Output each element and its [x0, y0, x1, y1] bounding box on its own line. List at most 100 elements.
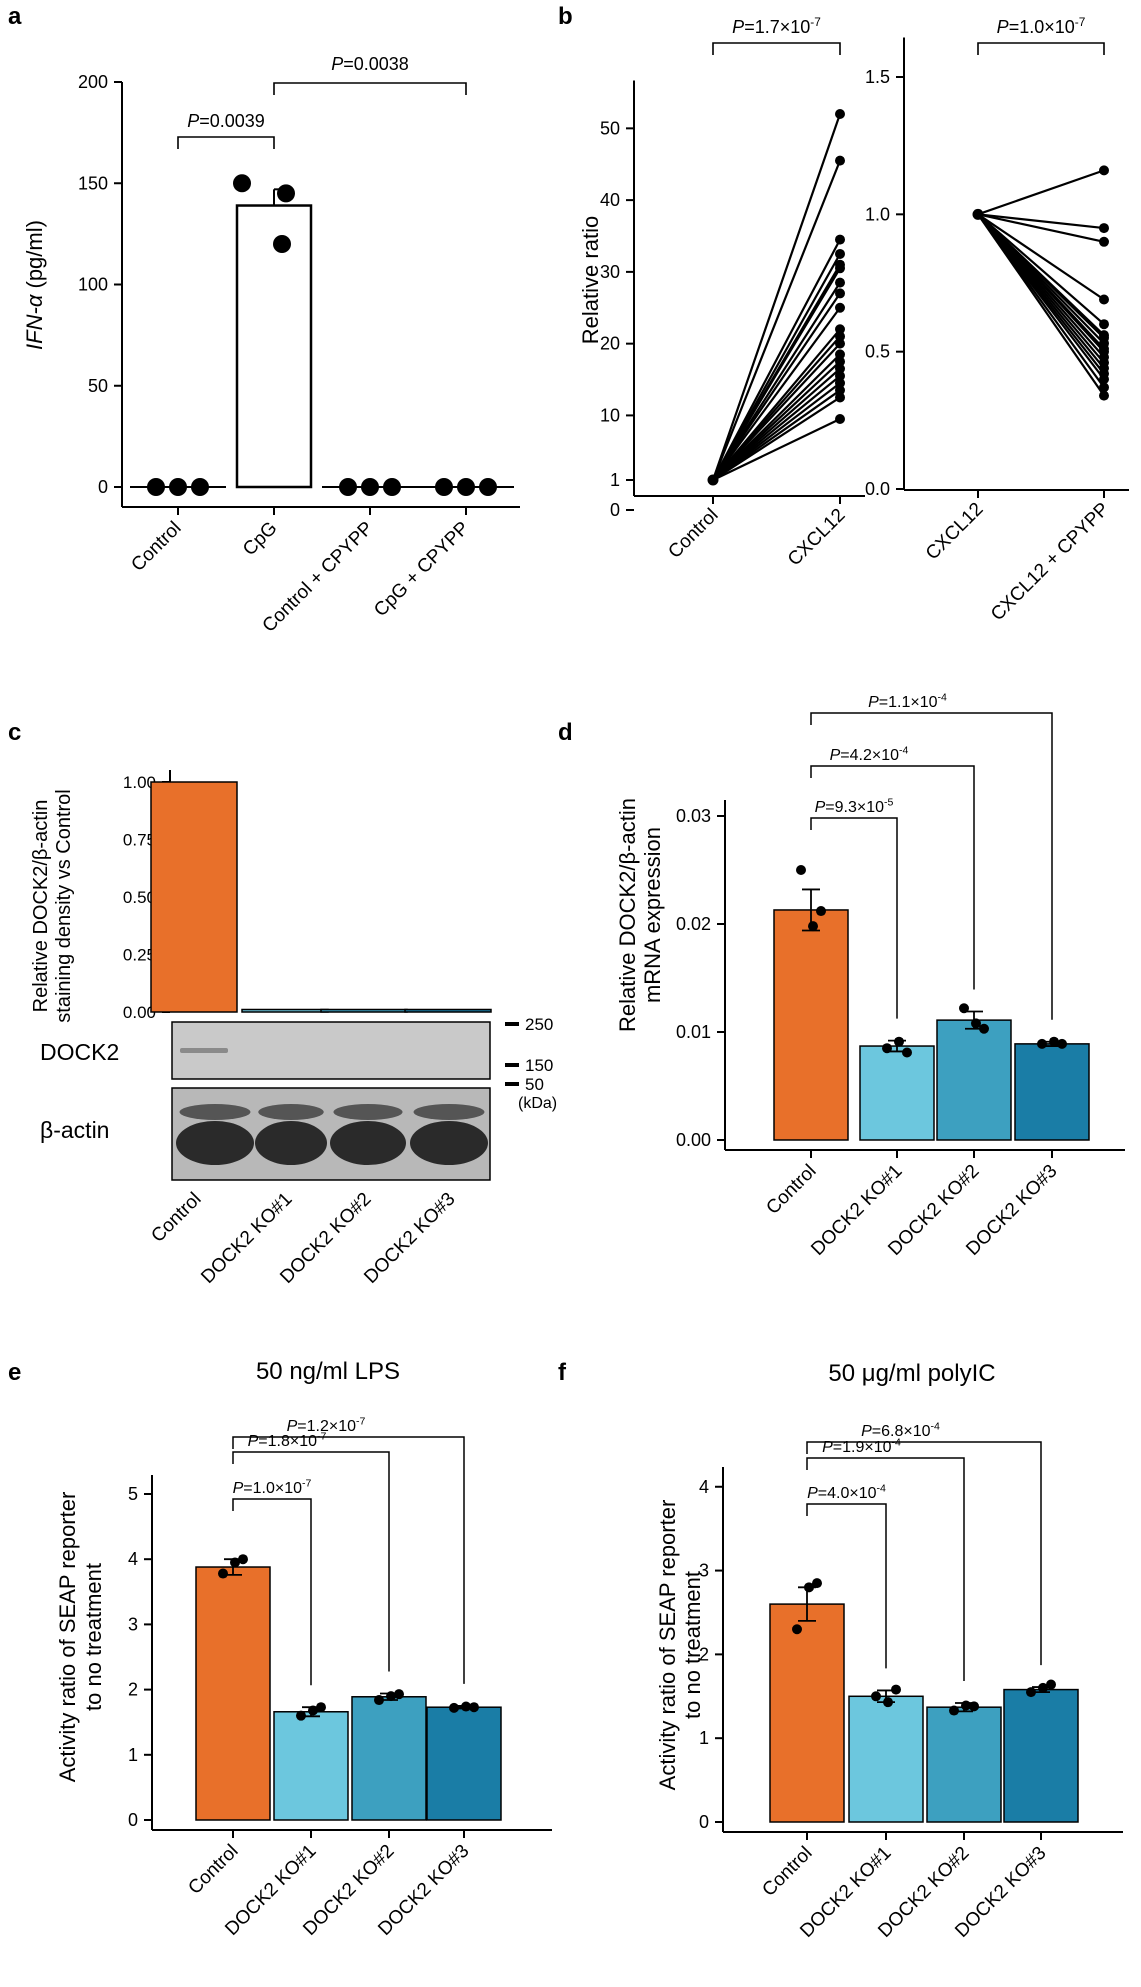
a-data-point	[233, 174, 251, 193]
b-left-data-point	[835, 349, 845, 360]
f-bar	[769, 1603, 845, 1823]
d-category-label: Control	[762, 1161, 820, 1219]
e-data-point	[374, 1695, 384, 1706]
b-left-pair-line	[712, 353, 841, 481]
f-y-tick-label: 2	[699, 1644, 709, 1664]
c-actin-band	[330, 1121, 406, 1165]
d-p-value: P=1.1×10-4	[868, 692, 947, 711]
c-kda-label: (kDa)	[518, 1095, 557, 1112]
e-category-label: Control	[184, 1841, 242, 1899]
c-actin-band	[413, 1104, 485, 1120]
d-data-point	[971, 1018, 981, 1029]
a-y-tick-label: 100	[78, 275, 108, 295]
c-dock2-band	[180, 1048, 228, 1053]
d-p-value: P=4.2×10-4	[830, 745, 909, 764]
d-data-point	[882, 1043, 892, 1054]
a-data-point	[383, 478, 401, 496]
b-left-data-point	[835, 392, 845, 403]
c-actin-band	[258, 1104, 324, 1120]
b-left-tick-label: 30	[600, 262, 620, 282]
d-y-tick-label: 0.00	[676, 1130, 711, 1150]
b-right-tick-label: 0.5	[865, 342, 890, 362]
a-data-point	[339, 478, 357, 496]
e-y-tick-label: 0	[128, 1810, 138, 1830]
e-data-point	[230, 1557, 240, 1568]
b-left-category-label: CXCL12	[784, 505, 850, 571]
b-right-data-point	[972, 208, 984, 220]
e-data-point	[308, 1705, 318, 1716]
f-bar	[926, 1706, 1002, 1823]
f-p-value: P=6.8×10-4	[861, 1421, 940, 1440]
e-data-point	[469, 1702, 479, 1713]
e-y-tick-label: 3	[128, 1614, 138, 1634]
b-right-pair-line	[977, 169, 1105, 216]
a-data-point	[361, 478, 379, 496]
b-left-bracket	[712, 42, 841, 55]
a-data-point	[277, 184, 295, 203]
d-data-point	[979, 1023, 989, 1034]
a-y-tick-label: 200	[78, 72, 108, 92]
c-actin-band	[176, 1121, 254, 1165]
c-y-tick-label: 0.25	[123, 946, 156, 965]
b-right-category-label: CXCL12 + CPYPP	[987, 499, 1113, 625]
a-category-label: CpG	[239, 518, 281, 560]
a-data-point	[191, 478, 209, 496]
b-left-pair-line	[711, 160, 842, 481]
b-left-data-point	[835, 414, 845, 424]
d-bracket	[810, 712, 1053, 1020]
b-left-data-point	[835, 356, 845, 367]
a-data-point	[457, 478, 475, 496]
e-bracket	[232, 1436, 465, 1684]
b-left-tick-label: 40	[600, 190, 620, 210]
c-bar	[404, 1008, 492, 1013]
f-y-tick-label: 3	[699, 1561, 709, 1581]
e-data-point	[218, 1568, 228, 1579]
c-actin-label: β-actin	[40, 1117, 109, 1143]
b-right-tick-label: 1.5	[865, 67, 890, 87]
b-right-pair-line	[977, 213, 1105, 243]
c-marker-dash	[505, 1022, 519, 1026]
e-y-tick-label: 5	[128, 1484, 138, 1504]
d-y-label: Relative DOCK2/β-actin	[615, 798, 640, 1032]
f-data-point	[792, 1624, 802, 1635]
d-y-tick-label: 0.03	[676, 806, 711, 826]
e-y-tick-label: 4	[128, 1549, 138, 1569]
f-data-point	[1026, 1687, 1036, 1698]
e-data-point	[296, 1710, 306, 1721]
a-data-point	[435, 478, 453, 496]
a-bar	[235, 204, 313, 489]
b-left-data-point	[835, 259, 845, 270]
f-bracket	[806, 1441, 1042, 1666]
f-data-point	[883, 1697, 893, 1708]
b-right-data-point	[1099, 330, 1109, 341]
c-marker-label: 250	[525, 1015, 553, 1034]
e-data-point	[449, 1702, 459, 1713]
f-data-point	[804, 1582, 814, 1593]
b-right-data-point	[1099, 223, 1109, 234]
a-y-label: IFN-α (pg/ml)	[22, 220, 47, 350]
b-left-data-point	[835, 363, 845, 374]
a-y-tick-label: 50	[88, 376, 108, 396]
d-p-value: P=9.3×10-5	[815, 797, 894, 816]
c-y-tick-label: 0.00	[123, 1003, 156, 1022]
b-left-data-point	[835, 288, 845, 299]
panel-letter-a: a	[8, 3, 22, 30]
b-left-tick-label: 20	[600, 334, 620, 354]
panel-letter-b: b	[558, 3, 573, 30]
e-bar	[426, 1706, 502, 1821]
c-dock2-label: DOCK2	[40, 1039, 119, 1065]
d-data-point	[808, 921, 818, 932]
e-p-value: P=1.0×10-7	[233, 1478, 312, 1497]
c-y-label: staining density vs Control	[53, 789, 75, 1022]
b-left-data-point	[835, 302, 845, 313]
a-p-value: P=0.0038	[331, 54, 409, 74]
panel-letter-c: c	[8, 719, 21, 746]
d-y-tick-label: 0.01	[676, 1022, 711, 1042]
d-data-point	[816, 906, 826, 917]
e-y-tick-label: 2	[128, 1680, 138, 1700]
f-data-point	[871, 1691, 881, 1702]
f-p-value: P=4.0×10-4	[807, 1483, 886, 1502]
b-left-pair-line	[712, 307, 841, 481]
e-data-point	[461, 1701, 471, 1712]
